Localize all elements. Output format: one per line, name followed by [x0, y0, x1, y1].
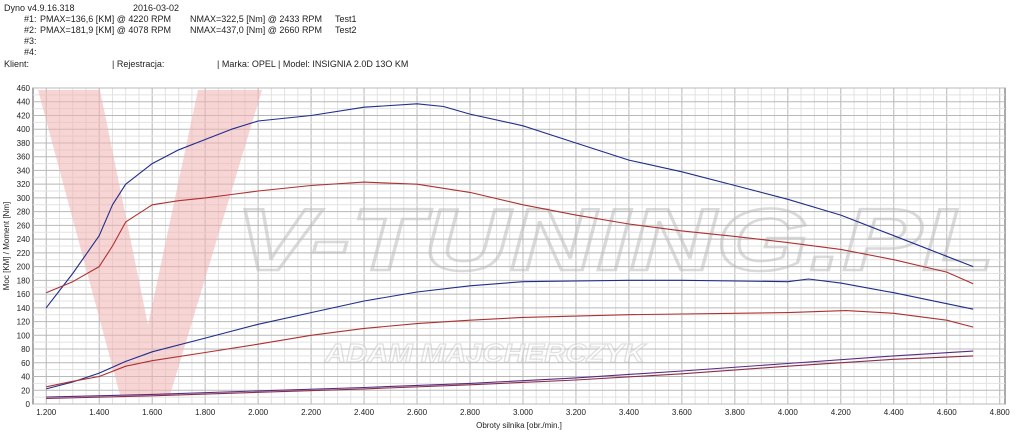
x-tick-label: 2.000	[248, 408, 269, 417]
y-tick-label: 240	[17, 235, 31, 244]
x-tick-label: 3.200	[566, 408, 587, 417]
x-tick-label: 1.600	[142, 408, 163, 417]
x-tick-label: 4.600	[937, 408, 958, 417]
y-tick-label: 400	[17, 125, 31, 134]
x-axis-label: Obroty silnika [obr./min.]	[476, 421, 562, 430]
run-2-id: #2:	[24, 25, 37, 35]
x-tick-label: 4.200	[831, 408, 852, 417]
x-axis-ticks: 1.200 1.400 1.600 1.800 2.000 2.200 2.400 2.600…	[36, 408, 1010, 417]
x-tick-label: 1.800	[195, 408, 216, 417]
series-test1-loss	[46, 355, 974, 400]
run-1-pmax: PMAX=136,6 [KM] @ 4220 RPM	[40, 14, 171, 24]
watermark-logo: V-TUNING.PL ADAM MAJCHERCZYK	[38, 90, 996, 395]
y-tick-label: 360	[17, 153, 31, 162]
registration-label: | Rejestracja:	[112, 59, 165, 69]
y-tick-label: 440	[17, 98, 31, 107]
y-axis-label: Moc [KM] / Moment [Nm]	[2, 202, 11, 290]
y-tick-label: 100	[17, 331, 31, 340]
watermark-v-shape	[38, 90, 262, 395]
y-tick-label: 200	[17, 263, 31, 272]
run-4-id: #4:	[24, 47, 37, 57]
series-test2-power	[46, 278, 974, 390]
run-2-name: Test2	[335, 25, 357, 35]
x-tick-label: 4.000	[778, 408, 799, 417]
y-axis-ticks: 0 20 40 60 80 100 120 140 160 180 200 220 240 260 280 3…	[17, 84, 31, 409]
y-tick-label: 380	[17, 139, 31, 148]
y-tick-label: 120	[17, 318, 31, 327]
y-tick-label: 140	[17, 304, 31, 313]
x-tick-label: 3.400	[619, 408, 640, 417]
y-tick-label: 220	[17, 249, 31, 258]
test-date: 2016-03-02	[133, 3, 180, 13]
y-tick-label: 160	[17, 290, 31, 299]
x-tick-label: 1.200	[36, 408, 57, 417]
x-tick-label: 1.400	[89, 408, 110, 417]
x-tick-label: 2.800	[460, 408, 481, 417]
client-label: Klient:	[4, 59, 30, 69]
x-tick-label: 2.200	[301, 408, 322, 417]
run-2-pmax: PMAX=181,9 [KM] @ 4078 RPM	[40, 25, 171, 35]
watermark-logo-text: V-TUNING.PL	[235, 190, 995, 289]
series-lines	[45, 103, 974, 400]
x-tick-label: 3.600	[672, 408, 693, 417]
watermark-signature: ADAM MAJCHERCZYK	[324, 338, 648, 368]
x-tick-label: 4.400	[884, 408, 905, 417]
series-test2-loss	[46, 350, 974, 398]
run-3-id: #3:	[24, 36, 37, 46]
y-tick-label: 180	[17, 276, 31, 285]
series-test1-power	[46, 310, 974, 388]
y-tick-label: 460	[17, 84, 31, 93]
x-tick-label: 2.400	[354, 408, 375, 417]
y-tick-label: 340	[17, 166, 31, 175]
y-tick-label: 260	[17, 221, 31, 230]
y-tick-label: 40	[21, 373, 30, 382]
y-tick-label: 280	[17, 208, 31, 217]
run-1-name: Test1	[335, 14, 357, 24]
run-1-id: #1:	[24, 14, 37, 24]
vehicle-label: | Marka: OPEL | Model: INSIGNIA 2.0D 13O…	[217, 59, 409, 69]
x-tick-label: 3.000	[513, 408, 534, 417]
series-test2-torque	[45, 103, 974, 309]
y-tick-label: 80	[21, 345, 30, 354]
run-2-nmax: NMAX=437,0 [Nm] @ 2660 RPM	[190, 25, 322, 35]
run-1-nmax: NMAX=322,5 [Nm] @ 2433 RPM	[190, 14, 322, 24]
x-tick-label: 3.800	[725, 408, 746, 417]
series-test1-torque	[45, 181, 974, 294]
y-tick-label: 320	[17, 180, 31, 189]
app-version: Dyno v4.9.16.318	[4, 3, 75, 13]
x-tick-label: 4.800	[990, 408, 1011, 417]
y-tick-label: 20	[21, 386, 30, 395]
y-tick-label: 60	[21, 359, 30, 368]
y-tick-label: 300	[17, 194, 31, 203]
y-tick-label: 0	[26, 400, 31, 409]
y-tick-label: 420	[17, 111, 31, 120]
x-tick-label: 2.600	[407, 408, 428, 417]
